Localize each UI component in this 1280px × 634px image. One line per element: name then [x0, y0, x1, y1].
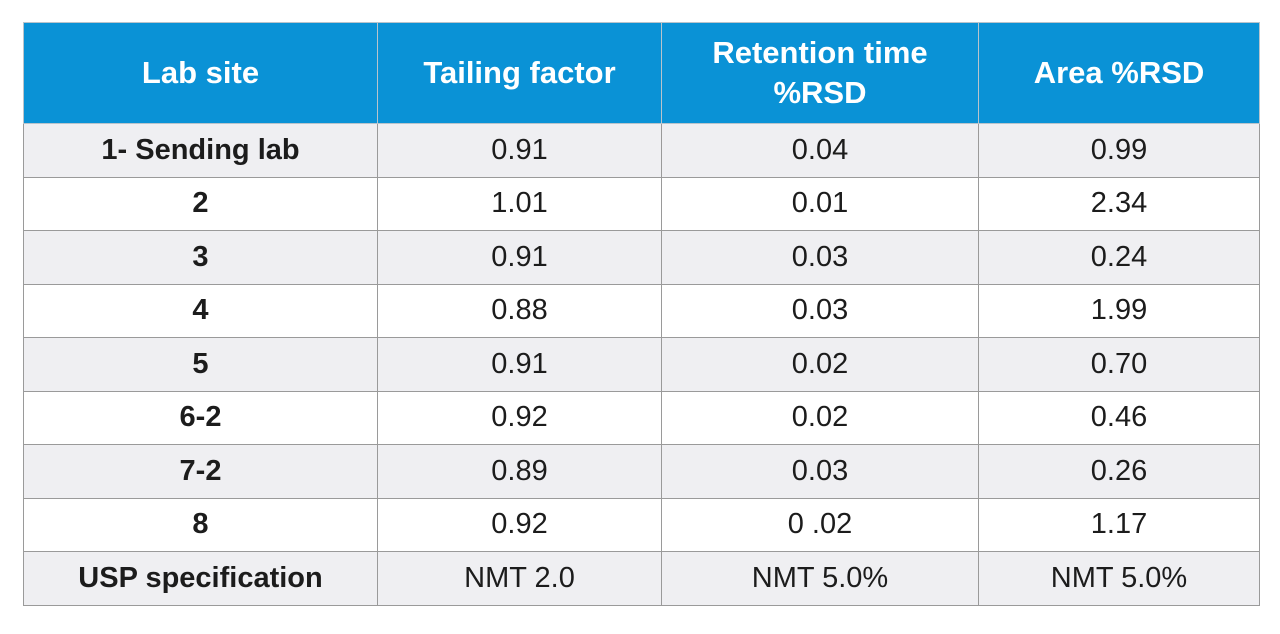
header-tailing-factor: Tailing factor: [377, 22, 662, 124]
cell-tailing-factor: 0.89: [377, 444, 662, 499]
cell-area-rsd: NMT 5.0%: [978, 551, 1260, 606]
cell-lab-site: 3: [23, 230, 378, 285]
cell-tailing-factor: 0.91: [377, 230, 662, 285]
cell-tailing-factor: 0.88: [377, 283, 662, 338]
cell-retention-time-rsd: 0.04: [661, 123, 979, 178]
cell-area-rsd: 0.24: [978, 230, 1260, 285]
table-header-row: Lab site Tailing factor Retention time %…: [23, 22, 1260, 124]
cell-lab-site: USP specification: [23, 551, 378, 606]
cell-retention-time-rsd: 0.02: [661, 390, 979, 445]
results-table-container: Lab site Tailing factor Retention time %…: [23, 22, 1260, 606]
table-row: 5 0.91 0.02 0.70: [23, 337, 1260, 392]
table-row: 3 0.91 0.03 0.24: [23, 230, 1260, 285]
cell-retention-time-rsd: 0.03: [661, 444, 979, 499]
cell-tailing-factor: 0.92: [377, 390, 662, 445]
table-row: 4 0.88 0.03 1.99: [23, 283, 1260, 338]
cell-lab-site: 1- Sending lab: [23, 123, 378, 178]
table-row: 7-2 0.89 0.03 0.26: [23, 444, 1260, 499]
cell-retention-time-rsd: 0.03: [661, 230, 979, 285]
table-row: 1- Sending lab 0.91 0.04 0.99: [23, 123, 1260, 178]
cell-tailing-factor: 0.92: [377, 497, 662, 552]
table-row: USP specification NMT 2.0 NMT 5.0% NMT 5.0%: [23, 551, 1260, 606]
table-row: 2 1.01 0.01 2.34: [23, 176, 1260, 231]
cell-area-rsd: 0.26: [978, 444, 1260, 499]
cell-area-rsd: 0.46: [978, 390, 1260, 445]
cell-lab-site: 7-2: [23, 444, 378, 499]
cell-retention-time-rsd: NMT 5.0%: [661, 551, 979, 606]
cell-area-rsd: 2.34: [978, 176, 1260, 231]
cell-retention-time-rsd: 0 .02: [661, 497, 979, 552]
cell-tailing-factor: 0.91: [377, 337, 662, 392]
cell-area-rsd: 1.99: [978, 283, 1260, 338]
table-row: 6-2 0.92 0.02 0.46: [23, 390, 1260, 445]
cell-lab-site: 2: [23, 176, 378, 231]
cell-retention-time-rsd: 0.02: [661, 337, 979, 392]
cell-lab-site: 4: [23, 283, 378, 338]
header-area-rsd: Area %RSD: [978, 22, 1260, 124]
cell-lab-site: 6-2: [23, 390, 378, 445]
system-suitability-table: Lab site Tailing factor Retention time %…: [23, 22, 1260, 606]
cell-tailing-factor: 0.91: [377, 123, 662, 178]
cell-lab-site: 8: [23, 497, 378, 552]
cell-area-rsd: 1.17: [978, 497, 1260, 552]
table-row: 8 0.92 0 .02 1.17: [23, 497, 1260, 552]
cell-tailing-factor: NMT 2.0: [377, 551, 662, 606]
cell-retention-time-rsd: 0.03: [661, 283, 979, 338]
header-lab-site: Lab site: [23, 22, 378, 124]
cell-area-rsd: 0.99: [978, 123, 1260, 178]
cell-lab-site: 5: [23, 337, 378, 392]
cell-tailing-factor: 1.01: [377, 176, 662, 231]
cell-area-rsd: 0.70: [978, 337, 1260, 392]
header-retention-time-rsd: Retention time %RSD: [661, 22, 979, 124]
cell-retention-time-rsd: 0.01: [661, 176, 979, 231]
